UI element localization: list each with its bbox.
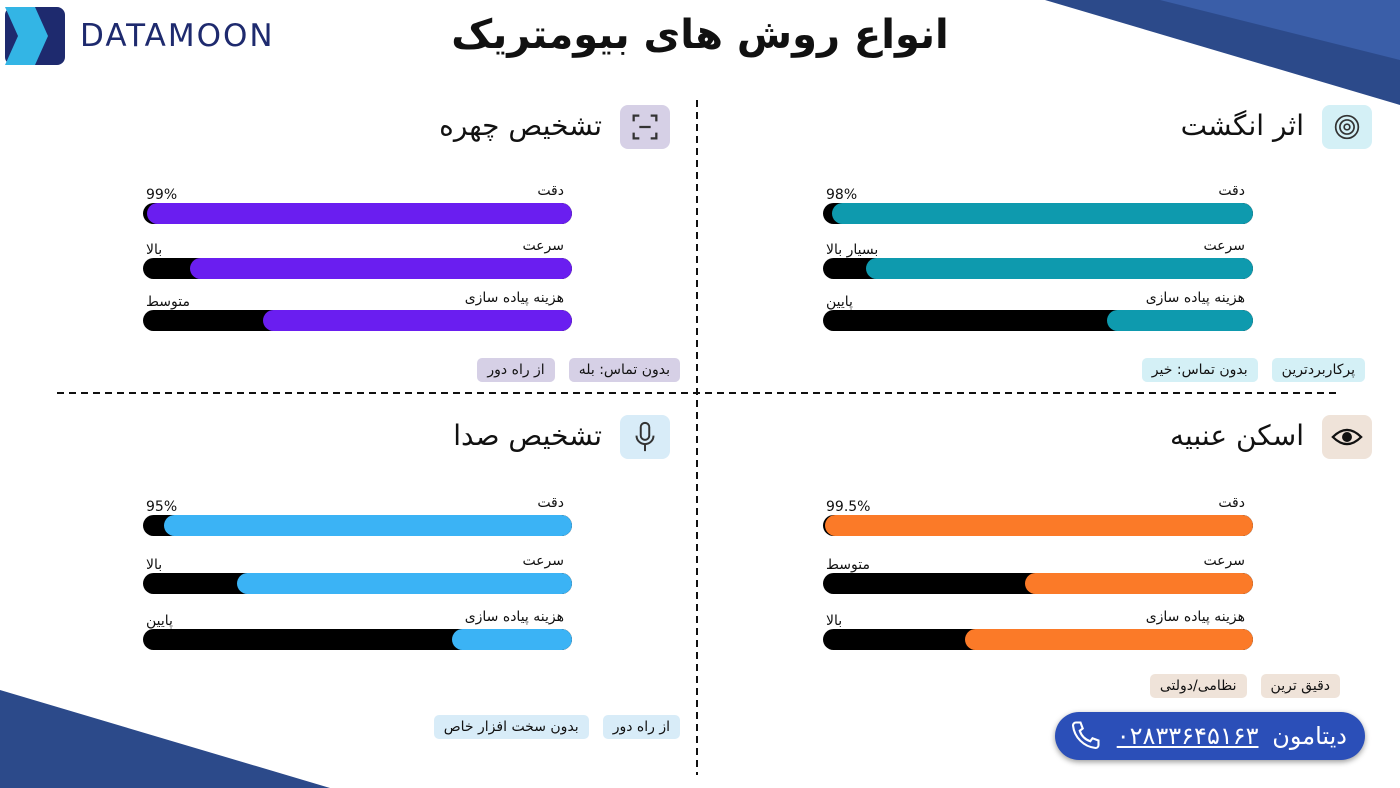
panel-title: اسکن عنبیه bbox=[1170, 419, 1304, 452]
tags: از راه دور بدون سخت افزار خاص bbox=[433, 715, 680, 739]
bar-fill bbox=[147, 203, 572, 224]
metric-name: دقت bbox=[1218, 183, 1245, 199]
metric-name: سرعت bbox=[522, 238, 564, 254]
metric-label: 98% bbox=[826, 187, 858, 203]
metric-name: سرعت bbox=[522, 553, 564, 569]
bar-track bbox=[143, 573, 572, 594]
metric-name: دقت bbox=[1218, 495, 1245, 511]
metric-label: پایین bbox=[146, 613, 173, 629]
phone-icon bbox=[1071, 721, 1100, 750]
bar-fill bbox=[964, 629, 1253, 650]
metric-label: بالا bbox=[826, 613, 843, 629]
metric-name: هزینه پیاده سازی bbox=[1145, 290, 1245, 306]
tag: بدون تماس: بله bbox=[568, 358, 680, 382]
bar-fill bbox=[866, 258, 1253, 279]
metric-name: هزینه پیاده سازی bbox=[1145, 609, 1245, 625]
bar-fill bbox=[237, 573, 572, 594]
bar-track bbox=[143, 310, 572, 331]
tag: دقیق ترین bbox=[1260, 674, 1340, 698]
metric-name: سرعت bbox=[1203, 553, 1245, 569]
metric-name: دقت bbox=[537, 183, 564, 199]
panel-icon bbox=[1322, 415, 1372, 459]
contact-name: دیتامون bbox=[1272, 722, 1347, 750]
panel-title: تشخیص چهره bbox=[439, 109, 602, 142]
metric-name: هزینه پیاده سازی bbox=[464, 290, 564, 306]
bar-track bbox=[143, 629, 572, 650]
icon bbox=[1334, 114, 1360, 140]
bar-fill bbox=[825, 515, 1253, 536]
bar-track bbox=[823, 515, 1253, 536]
bar-fill bbox=[451, 629, 572, 650]
tag: از راه دور bbox=[477, 358, 555, 382]
tag: پرکاربردترین bbox=[1271, 358, 1365, 382]
bar-track bbox=[143, 203, 572, 224]
tag: از راه دور bbox=[602, 715, 680, 739]
metric-label: 99% bbox=[146, 187, 178, 203]
tags: بدون تماس: بله از راه دور bbox=[477, 358, 680, 382]
metric-label: بالا bbox=[146, 557, 163, 573]
tag: بدون سخت افزار خاص bbox=[433, 715, 589, 739]
tag: نظامی/دولتی bbox=[1149, 674, 1247, 698]
panel-icon bbox=[620, 415, 670, 459]
bar-track bbox=[823, 258, 1253, 279]
bar-fill bbox=[1025, 573, 1253, 594]
page-title: انواع روش های بیومتریک bbox=[451, 12, 949, 58]
metric-label: بسیار بالا bbox=[826, 242, 879, 258]
logo: DATAMOON bbox=[80, 18, 275, 54]
icon bbox=[635, 421, 655, 452]
metric-label: 95% bbox=[146, 499, 178, 515]
metric-label: 99.5% bbox=[826, 499, 871, 515]
bar-track bbox=[823, 629, 1253, 650]
bar-fill bbox=[831, 203, 1253, 224]
metric-label: متوسط bbox=[146, 294, 190, 310]
icon bbox=[1331, 428, 1363, 446]
bar-track bbox=[823, 203, 1253, 224]
bar-fill bbox=[190, 258, 572, 279]
metric-name: هزینه پیاده سازی bbox=[464, 609, 564, 625]
bar-track bbox=[823, 310, 1253, 331]
tags: دقیق ترین نظامی/دولتی bbox=[1149, 674, 1340, 698]
tags: پرکاربردترین بدون تماس: خیر bbox=[1141, 358, 1365, 382]
panel-title: اثر انگشت bbox=[1180, 109, 1304, 142]
bar-track bbox=[823, 573, 1253, 594]
metric-label: بالا bbox=[146, 242, 163, 258]
bar-fill bbox=[164, 515, 572, 536]
tag: بدون تماس: خیر bbox=[1141, 358, 1258, 382]
panel-icon bbox=[620, 105, 670, 149]
bar-track bbox=[143, 258, 572, 279]
metric-name: دقت bbox=[537, 495, 564, 511]
metric-label: پایین bbox=[826, 294, 853, 310]
metric-name: سرعت bbox=[1203, 238, 1245, 254]
bar-fill bbox=[263, 310, 572, 331]
contact-button[interactable]: دیتامون ۰۲۸۳۳۶۴۵۱۶۳ bbox=[1055, 712, 1365, 760]
icon bbox=[632, 114, 658, 140]
panel-icon bbox=[1322, 105, 1372, 149]
bar-track bbox=[143, 515, 572, 536]
contact-phone: ۰۲۸۳۳۶۴۵۱۶۳ bbox=[1116, 722, 1259, 750]
bar-fill bbox=[1106, 310, 1253, 331]
panel-title: تشخیص صدا bbox=[453, 419, 602, 452]
metric-label: متوسط bbox=[826, 557, 870, 573]
